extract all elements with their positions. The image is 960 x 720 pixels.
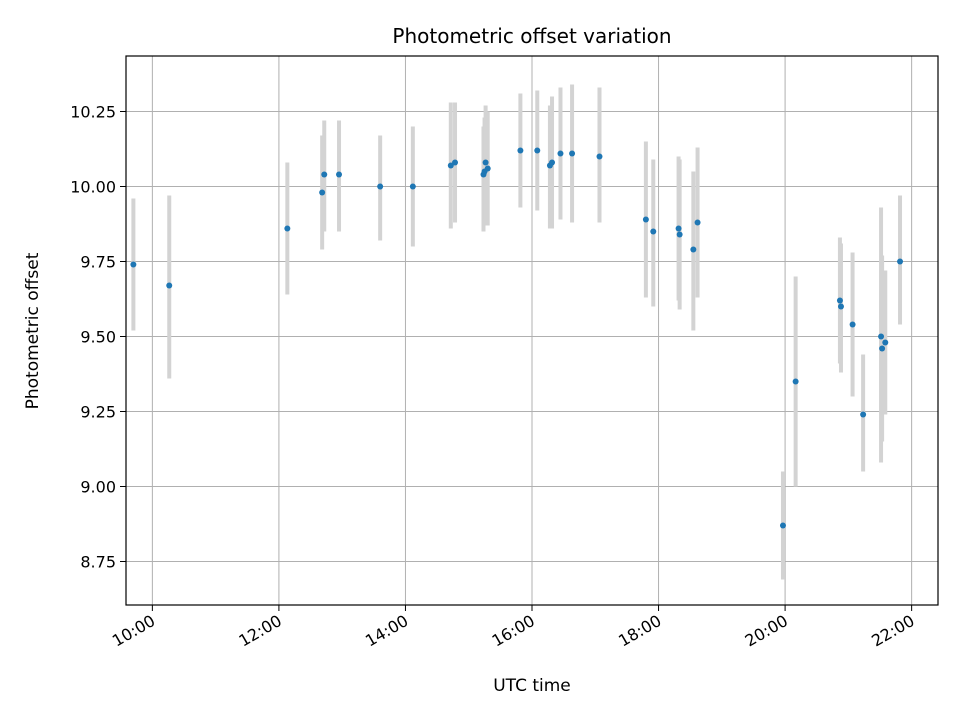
data-point [484,165,491,172]
data-point [534,147,541,154]
data-point [650,228,657,235]
data-point [882,339,889,346]
data-point [676,231,683,238]
data-point [596,153,603,160]
data-point [549,159,556,166]
data-point [642,216,649,223]
y-tick-label: 10.25 [70,103,116,122]
data-point [319,189,326,196]
data-point [166,282,173,289]
y-tick-label: 8.75 [80,553,116,572]
y-tick-label: 9.75 [80,253,116,272]
data-point [694,219,701,226]
data-point [837,303,844,310]
y-tick-label: 9.00 [80,478,116,497]
grid [126,56,938,605]
data-point [447,162,454,169]
data-point [557,150,564,157]
y-tick-label: 9.25 [80,403,116,422]
y-tick-label: 9.50 [80,328,116,347]
data-point [377,183,384,190]
data-point [878,333,885,340]
data-point [860,411,867,418]
y-axis: 8.75 9.00 9.25 9.50 9.75 10.00 10.25 [70,103,126,572]
data-point [690,246,697,253]
y-axis-title: Photometric offset [23,252,43,409]
data-point [517,147,524,154]
x-axis-title: UTC time [493,676,571,696]
data-point [336,171,343,178]
data-point [879,345,886,352]
data-point [452,159,459,166]
data-point [675,225,682,232]
data-point [130,261,137,268]
data-point [409,183,416,190]
data-point [792,378,799,385]
data-point [897,258,904,265]
data-point [284,225,291,232]
y-tick-label: 10.00 [70,178,116,197]
data-points [130,147,904,529]
data-point [482,159,489,166]
chart-title: Photometric offset variation [392,24,671,48]
data-point [569,150,576,157]
data-point [321,171,328,178]
data-point [849,321,856,328]
data-point [779,522,786,529]
data-point [836,297,843,304]
